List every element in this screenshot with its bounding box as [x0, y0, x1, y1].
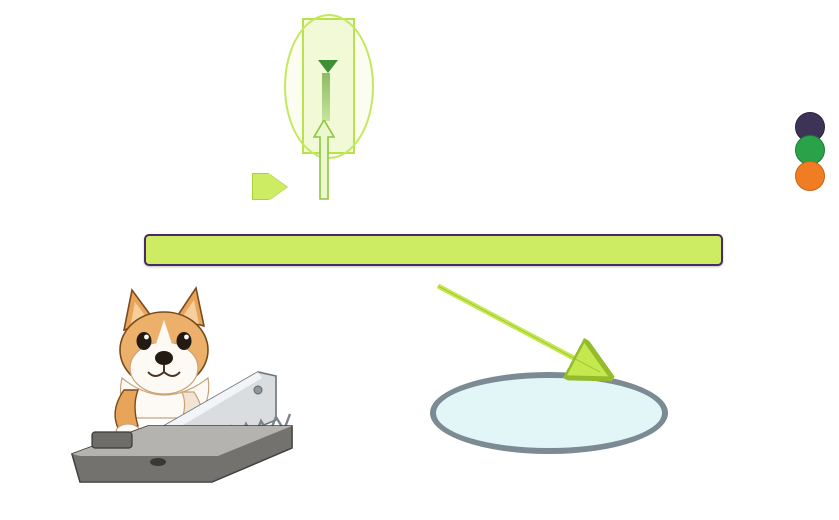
callout-body	[252, 173, 269, 200]
bottom-chart-y-axis	[0, 272, 46, 498]
guillotine-base-icon	[71, 425, 293, 483]
top-chart-ma-lines	[52, 10, 782, 208]
up-arrow-icon	[313, 120, 335, 200]
signal-banner	[144, 234, 723, 266]
corgi-dog-icon	[114, 286, 210, 441]
badge-ma60[interactable]	[795, 161, 825, 191]
x-axis-tick-labels	[0, 498, 839, 516]
bottom-detail-chart-panel	[0, 272, 839, 520]
sell-signal-triangle-icon	[318, 60, 338, 73]
sell-signal-stem	[322, 73, 330, 121]
top-price-chart-panel	[0, 0, 839, 222]
diagonal-pointer-arrow-icon	[436, 283, 622, 390]
top-chart-y-axis	[0, 0, 46, 222]
badge-ma90[interactable]	[795, 135, 825, 165]
callout-arrow-tip	[269, 173, 287, 200]
bottom-chart-plot-area	[52, 280, 782, 498]
top-chart-plot-area	[52, 10, 782, 208]
corgi-guillotine-illustration	[71, 286, 293, 483]
sell-zone-ellipse	[430, 372, 668, 454]
sell-point-callout	[252, 173, 287, 200]
